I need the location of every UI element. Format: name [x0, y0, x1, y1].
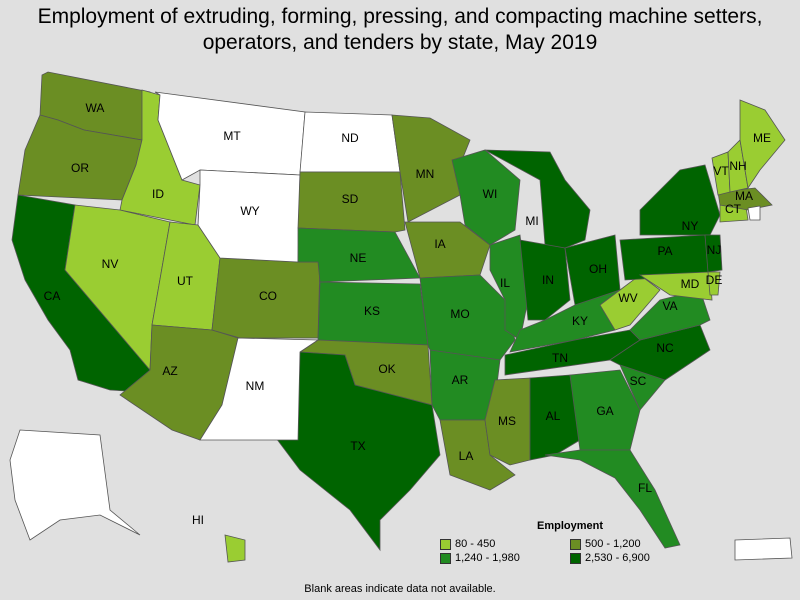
state-pr — [734, 537, 793, 561]
state-label-nv: NV — [102, 257, 119, 271]
state-label-wi: WI — [483, 187, 498, 201]
state-hi — [224, 534, 246, 563]
footnote: Blank areas indicate data not available. — [304, 583, 496, 595]
state-mo — [419, 274, 516, 361]
state-label-hi: HI — [192, 513, 204, 527]
state-label-mi: MI — [525, 214, 538, 228]
state-label-in: IN — [542, 273, 554, 287]
state-label-ct: CT — [725, 202, 742, 216]
legend-label: 80 - 450 — [455, 538, 496, 550]
state-label-nd: ND — [341, 131, 359, 145]
state-label-ia: IA — [434, 237, 445, 251]
legend-swatch — [570, 538, 581, 550]
state-label-az: AZ — [162, 364, 177, 378]
legend-swatch — [570, 552, 581, 564]
state-label-md: MD — [681, 277, 700, 291]
state-de — [707, 271, 721, 296]
state-mi — [484, 149, 591, 251]
state-label-vt: VT — [713, 164, 729, 178]
state-label-il: IL — [500, 276, 510, 290]
state-label-nc: NC — [656, 341, 674, 355]
state-in — [519, 239, 571, 321]
map-title: Employment of extruding, forming, pressi… — [37, 5, 763, 54]
state-label-nh: NH — [729, 159, 746, 173]
state-label-ky: KY — [572, 314, 588, 328]
state-fl — [544, 449, 681, 549]
state-label-de: DE — [706, 273, 723, 287]
state-ny — [639, 164, 721, 236]
state-label-ar: AR — [452, 373, 469, 387]
state-label-wy: WY — [240, 204, 259, 218]
state-label-ca: CA — [44, 289, 61, 303]
state-label-wv: WV — [618, 291, 637, 305]
state-label-sd: SD — [342, 192, 359, 206]
state-label-la: LA — [459, 449, 474, 463]
state-label-wa: WA — [86, 101, 105, 115]
state-label-ut: UT — [177, 274, 194, 288]
legend-item: 1,240 - 1,980 — [440, 552, 570, 564]
state-label-ks: KS — [364, 304, 380, 318]
state-label-mo: MO — [450, 307, 469, 321]
state-ri — [747, 205, 761, 221]
state-label-oh: OH — [589, 262, 607, 276]
state-sd — [297, 171, 406, 233]
state-label-me: ME — [753, 131, 771, 145]
state-label-mn: MN — [416, 167, 435, 181]
legend-label: 2,530 - 6,900 — [585, 552, 650, 564]
state-label-pa: PA — [657, 244, 672, 258]
state-ga — [569, 369, 641, 451]
state-ak — [9, 429, 141, 541]
state-nm — [199, 337, 320, 441]
legend-item: 80 - 450 — [440, 538, 570, 550]
legend-label: 1,240 - 1,980 — [455, 552, 520, 564]
state-label-mt: MT — [223, 129, 241, 143]
state-ia — [404, 221, 491, 279]
legend-item: 500 - 1,200 — [570, 538, 700, 550]
state-nj — [704, 234, 723, 273]
state-label-va: VA — [662, 299, 677, 313]
state-label-nm: NM — [246, 379, 265, 393]
state-label-ga: GA — [596, 404, 613, 418]
state-label-ma: MA — [735, 189, 753, 203]
state-label-al: AL — [546, 409, 561, 423]
state-label-ok: OK — [378, 362, 395, 376]
state-label-or: OR — [71, 161, 89, 175]
legend-title: Employment — [536, 520, 603, 532]
state-md — [638, 271, 713, 301]
state-label-tn: TN — [552, 351, 568, 365]
state-va — [629, 289, 711, 341]
legend-label: 500 - 1,200 — [585, 538, 641, 550]
state-al — [529, 374, 581, 461]
state-label-tx: TX — [350, 439, 365, 453]
legend-item: 2,530 - 6,900 — [570, 552, 700, 564]
state-wv — [599, 274, 661, 331]
legend-swatch — [440, 538, 451, 550]
state-label-fl: FL — [638, 481, 652, 495]
state-label-ny: NY — [682, 219, 699, 233]
state-label-sc: SC — [630, 374, 647, 388]
legend: Employment 80 - 450 500 - 1,200 1,240 - … — [440, 520, 700, 564]
legend-swatch — [440, 552, 451, 564]
state-label-ne: NE — [350, 251, 367, 265]
state-label-co: CO — [259, 289, 277, 303]
state-label-ms: MS — [498, 414, 516, 428]
state-label-nj: NJ — [707, 243, 722, 257]
state-wi — [451, 149, 521, 246]
state-label-id: ID — [152, 187, 164, 201]
state-me — [739, 99, 786, 190]
